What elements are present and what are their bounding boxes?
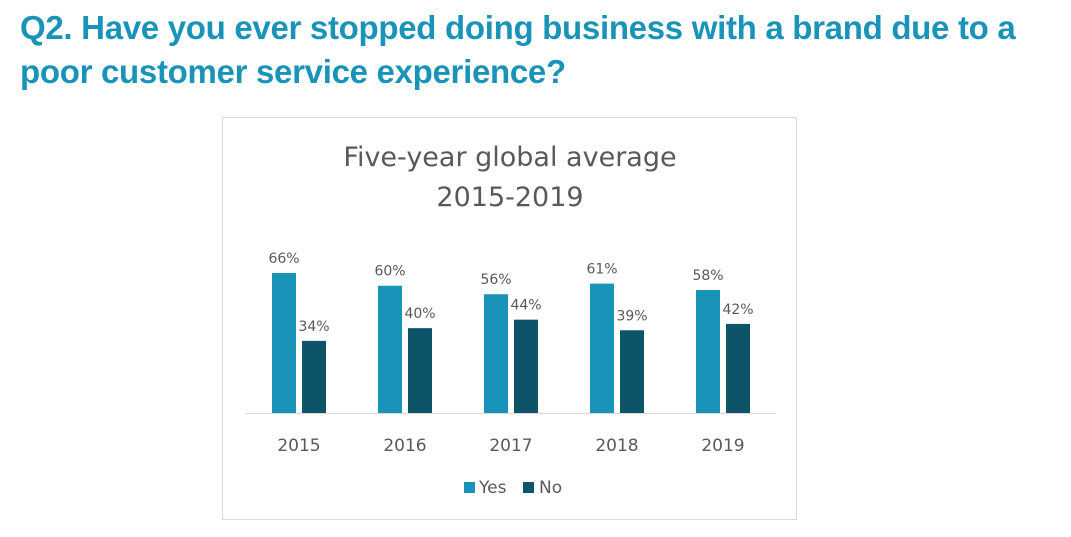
data-label-no-2018: 39%	[616, 308, 647, 324]
x-tick-label-2018: 2018	[595, 436, 638, 456]
data-label-yes-2017: 56%	[480, 272, 511, 288]
bar-no-2019	[726, 323, 750, 413]
chart-title-line-2: 2015-2019	[436, 182, 583, 213]
bar-no-2017	[514, 319, 538, 413]
chart-title-line-1: Five-year global average	[343, 142, 676, 173]
data-label-yes-2019: 58%	[692, 268, 723, 284]
page-title: Q2. Have you ever stopped doing business…	[20, 9, 1016, 90]
bar-yes-2018	[590, 283, 614, 413]
legend-label-yes: Yes	[478, 478, 507, 498]
data-label-no-2015: 34%	[298, 319, 329, 335]
x-tick-label-2017: 2017	[489, 436, 532, 456]
x-tick-label-2019: 2019	[701, 436, 744, 456]
data-label-no-2019: 42%	[722, 302, 753, 318]
bar-chart: Five-year global average 2015-2019 66% 34% 2…	[246, 142, 776, 498]
bar-yes-2015	[272, 273, 296, 413]
bar-no-2016	[408, 328, 432, 413]
data-label-no-2016: 40%	[404, 306, 435, 322]
bar-yes-2017	[484, 294, 508, 413]
data-label-yes-2018: 61%	[586, 262, 617, 278]
chart-frame: Five-year global average 2015-2019 66% 34% 2…	[222, 117, 797, 520]
legend-label-no: No	[539, 478, 562, 498]
bar-no-2018	[620, 330, 644, 413]
legend-swatch-no	[523, 482, 534, 493]
data-label-yes-2016: 60%	[374, 264, 405, 280]
data-label-no-2017: 44%	[510, 298, 541, 314]
bar-yes-2016	[378, 285, 402, 413]
bar-yes-2019	[696, 289, 720, 413]
x-tick-label-2015: 2015	[277, 436, 320, 456]
data-label-yes-2015: 66%	[268, 251, 299, 267]
bar-no-2015	[302, 340, 326, 413]
x-tick-label-2016: 2016	[383, 436, 426, 456]
legend-swatch-yes	[464, 482, 475, 493]
